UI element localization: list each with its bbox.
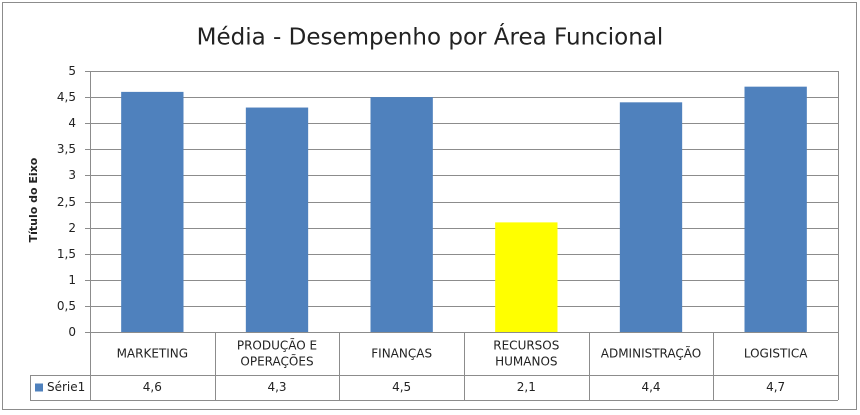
y-tick-label: 4,5 bbox=[57, 90, 76, 104]
y-tick-label: 2 bbox=[68, 221, 76, 235]
table-value: 4,6 bbox=[143, 380, 162, 394]
table-value: 4,5 bbox=[392, 380, 411, 394]
y-tick-label: 4 bbox=[68, 116, 76, 130]
y-tick-label: 3 bbox=[68, 168, 76, 182]
x-tick-label: ADMINISTRAÇÃO bbox=[601, 345, 701, 360]
bar bbox=[245, 107, 309, 332]
y-tick-label: 0 bbox=[68, 325, 76, 339]
table-value: 4,4 bbox=[641, 380, 660, 394]
y-tick-label: 5 bbox=[68, 64, 76, 78]
y-axis-title: Título do Eixo bbox=[27, 157, 40, 242]
table-value: 2,1 bbox=[517, 380, 536, 394]
y-tick-label: 2,5 bbox=[57, 195, 76, 209]
x-tick-label: RECURSOS HUMANOS bbox=[493, 338, 559, 368]
bar bbox=[744, 86, 807, 332]
x-tick-label: MARKETING bbox=[117, 346, 189, 360]
x-tick-label: FINANÇAS bbox=[371, 346, 432, 360]
chart-title: Média - Desempenho por Área Funcional bbox=[197, 23, 664, 51]
y-tick-label: 1,5 bbox=[57, 247, 76, 261]
table-value: 4,3 bbox=[267, 380, 286, 394]
legend-key bbox=[35, 383, 43, 392]
y-tick-label: 0,5 bbox=[57, 299, 76, 313]
x-tick-label: LOGISTICA bbox=[744, 346, 808, 360]
bar bbox=[495, 222, 558, 332]
bar bbox=[370, 97, 433, 332]
x-tick-label: PRODUÇÃO E OPERAÇÕES bbox=[237, 337, 317, 368]
y-tick-label: 1 bbox=[68, 273, 76, 287]
bar bbox=[121, 91, 184, 332]
bar bbox=[619, 102, 683, 332]
legend-label: Série1 bbox=[47, 380, 85, 394]
y-tick-label: 3,5 bbox=[57, 142, 76, 156]
table-value: 4,7 bbox=[766, 380, 785, 394]
